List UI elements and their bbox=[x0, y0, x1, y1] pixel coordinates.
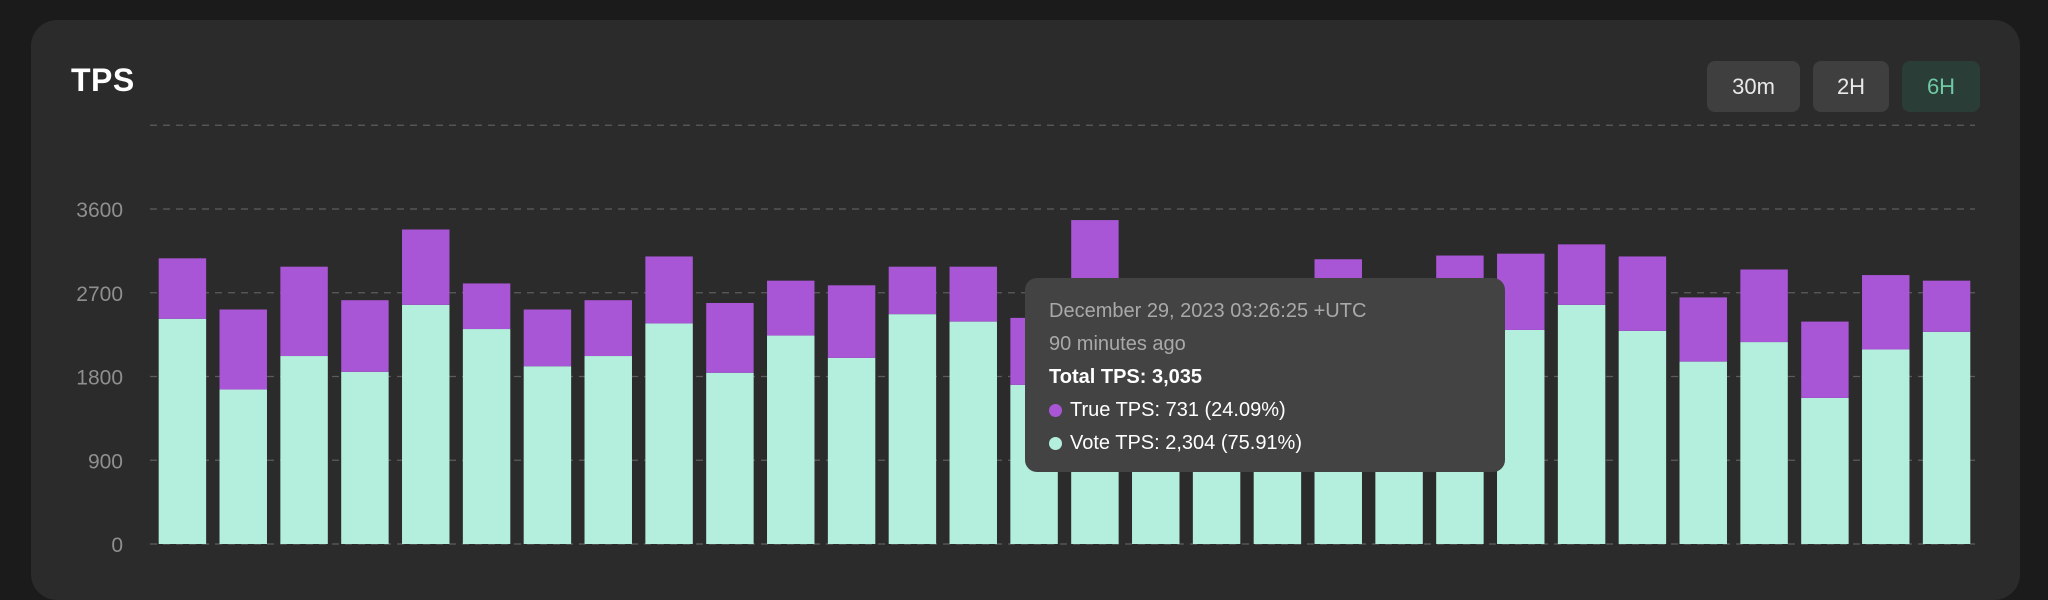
chart-tooltip: December 29, 2023 03:26:25 +UTC 90 minut… bbox=[1025, 278, 1505, 472]
vote-tps-bar bbox=[280, 356, 328, 544]
tooltip-total: Total TPS: 3,035 bbox=[1049, 366, 1203, 388]
true-tps-bar bbox=[767, 280, 815, 336]
vote-tps-bar bbox=[1618, 330, 1667, 544]
vote-tps-bar bbox=[341, 371, 389, 544]
vote-tps-bar bbox=[1740, 342, 1788, 544]
true-tps-bar bbox=[462, 283, 511, 330]
tooltip-vote-tps: Vote TPS: 2,304 (75.91%) bbox=[1070, 432, 1303, 454]
vote-tps-bar bbox=[1922, 331, 1971, 544]
true-tps-bar bbox=[888, 266, 937, 315]
true-tps-bar bbox=[523, 309, 572, 367]
y-tick-label: 1800 bbox=[76, 367, 123, 390]
vote-tps-bar bbox=[888, 314, 937, 544]
range-button-2h[interactable]: 2H bbox=[1813, 61, 1889, 112]
tooltip-true-row: True TPS: 731 (24.09%) bbox=[1049, 394, 1481, 427]
tooltip-time-ago: 90 minutes ago bbox=[1049, 333, 1186, 355]
vote-tps-bar bbox=[706, 372, 754, 544]
vote-tps-bar bbox=[767, 335, 815, 544]
true-tps-bar bbox=[1740, 269, 1788, 343]
y-tick-label: 0 bbox=[111, 534, 123, 557]
vote-tps-bar bbox=[219, 389, 267, 544]
vote-tps-bar bbox=[523, 366, 572, 544]
true-tps-bar bbox=[1922, 280, 1971, 332]
true-tps-bar bbox=[949, 266, 997, 322]
true-tps-bar bbox=[219, 309, 267, 390]
true-tps-bar bbox=[280, 266, 328, 357]
tooltip-vote-row: Vote TPS: 2,304 (75.91%) bbox=[1049, 427, 1481, 460]
range-button-6h[interactable]: 6H bbox=[1902, 61, 1980, 112]
y-tick-label: 2700 bbox=[76, 283, 123, 306]
tooltip-true-tps: True TPS: 731 (24.09%) bbox=[1070, 399, 1286, 421]
vote-tps-bar bbox=[462, 329, 511, 544]
vote-tps-bar bbox=[402, 304, 450, 544]
vote-tps-bar bbox=[158, 318, 207, 544]
true-tps-bar bbox=[584, 300, 632, 357]
true-tps-bar bbox=[706, 302, 754, 373]
vote-tps-legend-dot bbox=[1049, 437, 1062, 450]
vote-tps-bar bbox=[1801, 397, 1849, 544]
y-tick-label: 900 bbox=[88, 450, 123, 473]
true-tps-bar bbox=[1618, 256, 1667, 331]
true-tps-bar bbox=[645, 256, 693, 324]
vote-tps-bar bbox=[584, 356, 632, 544]
true-tps-bar bbox=[158, 258, 207, 319]
true-tps-bar bbox=[1862, 275, 1910, 350]
vote-tps-bar bbox=[645, 323, 693, 544]
true-tps-bar bbox=[1801, 321, 1849, 398]
range-button-30m[interactable]: 30m bbox=[1707, 61, 1800, 112]
true-tps-bar bbox=[1071, 220, 1119, 289]
vote-tps-bar bbox=[1679, 361, 1727, 544]
vote-tps-bar bbox=[827, 357, 876, 544]
true-tps-bar bbox=[1557, 244, 1606, 305]
true-tps-bar bbox=[341, 300, 389, 372]
true-tps-bar bbox=[827, 285, 876, 358]
y-tick-label: 3600 bbox=[76, 199, 123, 222]
tps-bar-chart: 0 900 1800 2700 3600 bbox=[76, 124, 1975, 557]
vote-tps-bar bbox=[1557, 304, 1606, 544]
true-tps-bar bbox=[1679, 297, 1727, 362]
true-tps-bar bbox=[402, 229, 450, 305]
true-tps-legend-dot bbox=[1049, 404, 1062, 417]
vote-tps-bar bbox=[949, 321, 997, 544]
vote-tps-bar bbox=[1862, 349, 1910, 544]
card-title: TPS bbox=[71, 62, 135, 98]
tooltip-date: December 29, 2023 03:26:25 +UTC bbox=[1049, 300, 1367, 322]
